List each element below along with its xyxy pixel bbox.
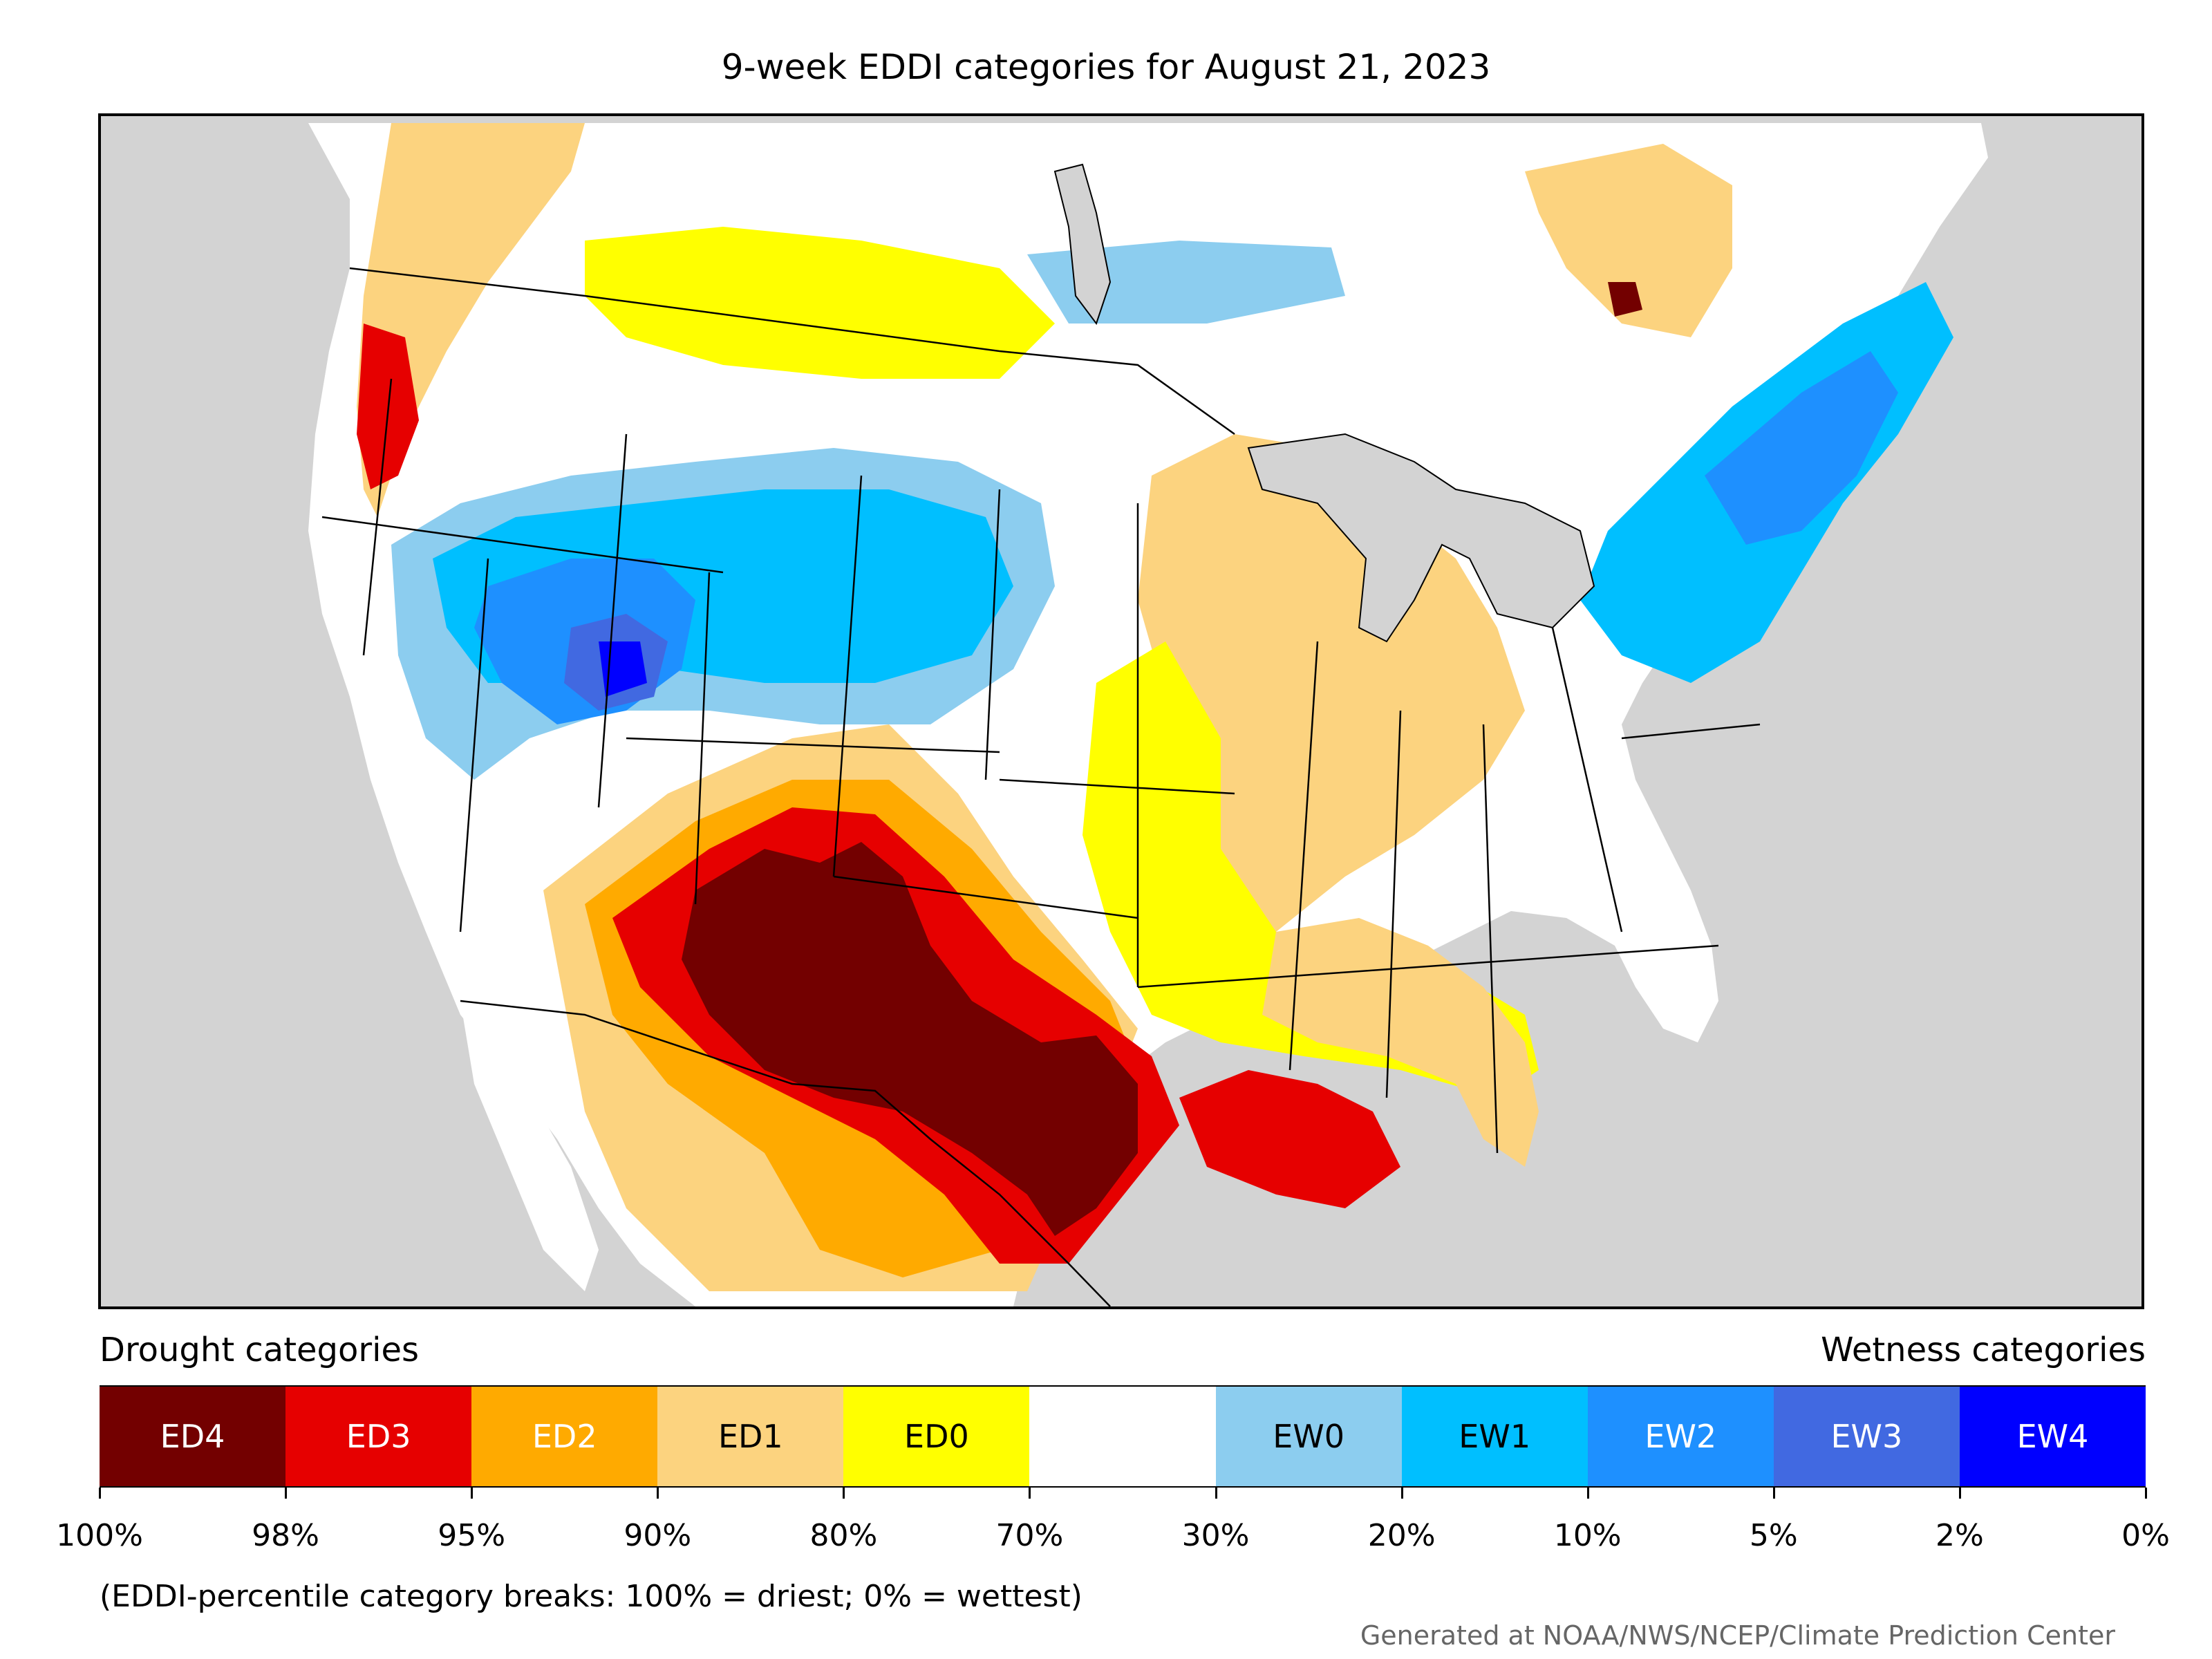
legend-tick	[1029, 1488, 1031, 1499]
eddi-map	[98, 113, 2144, 1309]
legend-break-label: 98%	[252, 1518, 319, 1553]
political-boundaries	[321, 267, 1761, 1306]
legend-break-label: 100%	[56, 1518, 143, 1553]
legend-swatch-ew2: EW2	[1587, 1387, 1774, 1486]
legend-swatch-ed0: ED0	[843, 1387, 1030, 1486]
category-note: (EDDI-percentile category breaks: 100% =…	[100, 1579, 1082, 1614]
legend-break-label: 10%	[1553, 1518, 1622, 1553]
legend-swatch-ew1: EW1	[1401, 1387, 1588, 1486]
us-mexico-border	[460, 1000, 1111, 1306]
legend-break-label: 0%	[2121, 1518, 2170, 1553]
great-lakes	[1247, 433, 1595, 643]
boundary-lines	[321, 378, 1761, 1154]
us-canada-border	[349, 267, 1235, 435]
ed3-louisiana	[1179, 1070, 1400, 1208]
legend-colorbar: ED4 ED3 ED2 ED1 ED0 EW0 EW1 EW2 EW3 EW4	[100, 1385, 2146, 1488]
legend-tick	[1586, 1488, 1589, 1499]
legend-tick	[1215, 1488, 1217, 1499]
ed4-southwest	[682, 842, 1138, 1236]
legend-break-label: 20%	[1367, 1518, 1436, 1553]
baja-land	[460, 1001, 599, 1291]
map-title: 9-week EDDI categories for August 21, 20…	[721, 47, 1491, 87]
legend-tick	[1400, 1488, 1403, 1499]
legend-break-label: 2%	[1936, 1518, 1984, 1553]
legend-ticks: 100% 98% 95% 90% 80% 70% 30% 20% 10% 5% 2% 0%	[56, 1488, 2170, 1553]
legend-tick	[285, 1488, 288, 1499]
legend-swatch-ed4: ED4	[100, 1387, 286, 1486]
legend-tick	[2145, 1488, 2147, 1499]
legend-break-label: 80%	[809, 1518, 878, 1553]
legend-break-label: 70%	[995, 1518, 1064, 1553]
ed4-quebec-spot	[1608, 282, 1642, 317]
eddi-map-canvas	[308, 123, 1988, 1306]
legend-tick	[99, 1488, 101, 1499]
ed0-canada-prairie	[585, 227, 1055, 379]
legend-tick	[1772, 1488, 1775, 1499]
ed1-northwest	[357, 123, 585, 517]
legend-swatch-ed2: ED2	[471, 1387, 658, 1486]
legend-swatch-neutral	[1029, 1387, 1216, 1486]
credit-text: Generated at NOAA/NWS/NCEP/Climate Predi…	[1360, 1620, 2115, 1651]
wetness-caption: Wetness categories	[1821, 1331, 2146, 1369]
legend-swatch-ew0: EW0	[1215, 1387, 1402, 1486]
legend-tick	[471, 1488, 474, 1499]
legend-tick	[1958, 1488, 1961, 1499]
legend-break-label: 5%	[1749, 1518, 1798, 1553]
legend-swatch-ew3: EW3	[1773, 1387, 1960, 1486]
ew2-northeast	[1705, 351, 1898, 545]
legend-break-label: 90%	[624, 1518, 692, 1553]
legend-break-label: 30%	[1181, 1518, 1250, 1553]
drought-caption: Drought categories	[100, 1331, 419, 1369]
legend-tick	[657, 1488, 659, 1499]
legend-swatch-ed1: ED1	[657, 1387, 844, 1486]
ed1-quebec	[1525, 144, 1732, 337]
legend-swatch-ew4: EW4	[1959, 1387, 2146, 1486]
legend-tick	[843, 1488, 845, 1499]
legend-swatch-ed3: ED3	[285, 1387, 472, 1486]
legend-break-label: 95%	[438, 1518, 506, 1553]
ed1-southeast	[1262, 918, 1539, 1167]
lake-winnipeg	[1053, 163, 1112, 326]
